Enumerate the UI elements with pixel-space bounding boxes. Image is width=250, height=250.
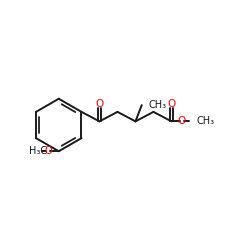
Text: O: O bbox=[44, 146, 52, 156]
Text: CH₃: CH₃ bbox=[149, 100, 167, 110]
Text: O: O bbox=[95, 99, 104, 109]
Text: O: O bbox=[167, 99, 175, 109]
Text: H₃C: H₃C bbox=[29, 146, 47, 156]
Text: O: O bbox=[178, 116, 186, 126]
Text: CH₃: CH₃ bbox=[196, 116, 214, 126]
